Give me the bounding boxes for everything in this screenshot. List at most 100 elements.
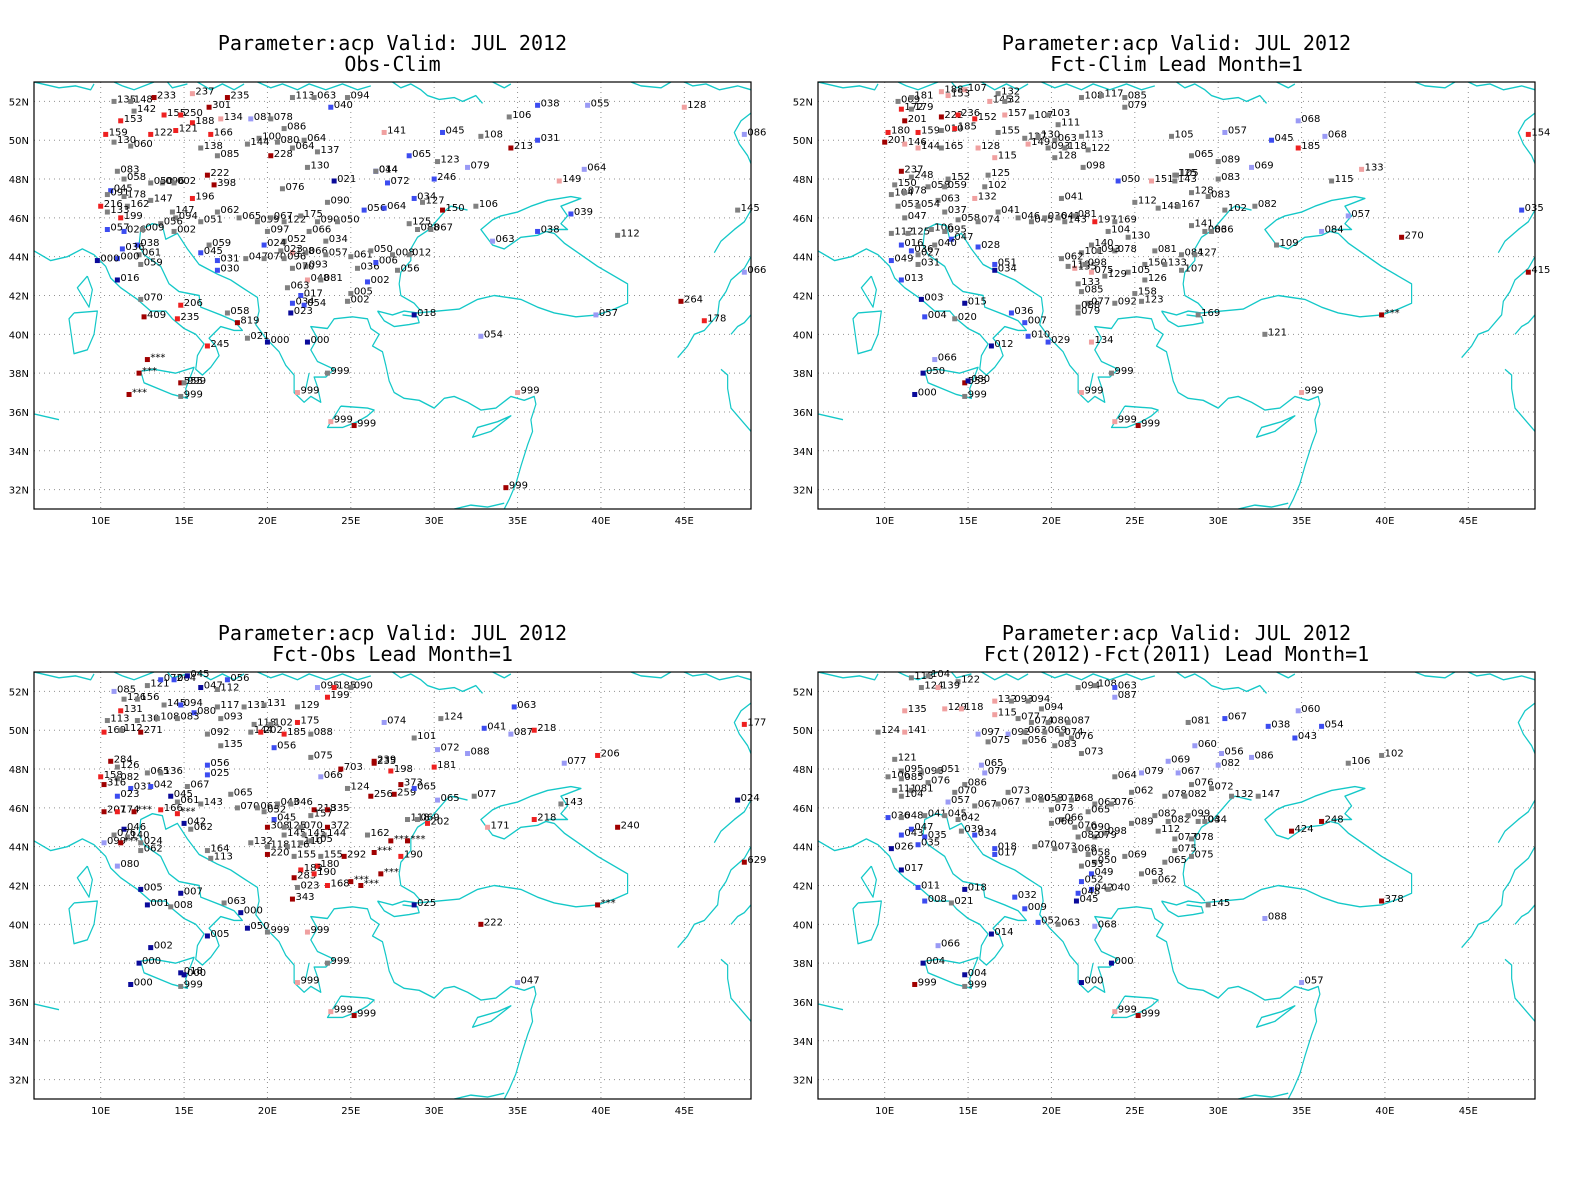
station-marker (368, 793, 374, 799)
station-value-label: 082 (120, 772, 139, 783)
station-marker (364, 279, 370, 285)
station-value-label: 144 (327, 828, 346, 839)
station-value-label: 060 (1198, 739, 1217, 750)
station-value-label: 154 (1531, 127, 1550, 138)
station-marker (148, 180, 154, 186)
station-marker (995, 209, 1001, 215)
station-marker (915, 129, 921, 135)
x-tick-label: 30E (425, 1106, 444, 1117)
station-value-label: 181 (914, 91, 933, 102)
station-value-label: 185 (958, 122, 977, 133)
station-marker (1112, 419, 1118, 425)
station-value-label: 166 (164, 803, 183, 814)
station-marker (898, 168, 904, 174)
station-marker (121, 826, 127, 832)
station-value-label: 067 (978, 799, 997, 810)
station-marker (1148, 178, 1154, 184)
station-marker (1319, 818, 1325, 824)
station-value-label: 090 (354, 681, 373, 692)
station-value-label: 075 (1178, 844, 1197, 855)
station-marker (284, 844, 290, 850)
station-value-label: 130 (140, 714, 159, 725)
station-value-label: 045 (1275, 133, 1294, 144)
station-value-label: *** (124, 836, 139, 847)
station-marker (1058, 256, 1064, 262)
station-value-label: 056 (230, 673, 249, 684)
x-tick-label: 35E (1292, 1106, 1311, 1117)
station-value-label: 081 (914, 783, 933, 794)
station-value-label: 003 (924, 292, 943, 303)
station-value-label: 999 (1118, 415, 1137, 426)
station-value-label: 179 (914, 102, 933, 113)
station-value-label: *** (394, 834, 409, 845)
station-value-label: 233 (157, 91, 176, 102)
station-marker (1088, 339, 1094, 345)
station-marker (1098, 93, 1104, 99)
station-value-label: 060 (134, 139, 153, 150)
station-marker (1055, 797, 1061, 803)
station-marker (1078, 289, 1084, 295)
station-value-label: 178 (127, 190, 146, 201)
station-marker (995, 91, 1001, 97)
station-value-label: 169 (1118, 215, 1137, 226)
station-marker (1105, 228, 1111, 234)
station-marker (1075, 685, 1081, 691)
station-marker (264, 851, 270, 857)
station-value-label: 069 (1128, 849, 1147, 860)
station-marker (289, 250, 295, 256)
station-value-label: 999 (521, 386, 540, 397)
station-marker (908, 675, 914, 681)
station-value-label: 125 (287, 820, 306, 831)
station-value-label: 088 (1081, 300, 1100, 311)
station-value-label: 079 (1098, 830, 1117, 841)
station-marker (985, 739, 991, 745)
station-value-label: 065 (242, 211, 261, 222)
station-marker (1028, 114, 1034, 120)
station-marker (1172, 172, 1178, 178)
station-value-label: 112 (1161, 824, 1180, 835)
station-marker (885, 774, 891, 780)
station-marker (388, 838, 394, 844)
station-value-label: *** (142, 366, 157, 377)
station-marker (958, 706, 964, 712)
station-value-label: 090 (1091, 822, 1110, 833)
station-value-label: 185 (287, 727, 306, 738)
station-value-label: 999 (357, 419, 376, 430)
station-value-label: 087 (1071, 715, 1090, 726)
station-value-label: 023 (120, 789, 139, 800)
station-value-label: 123 (1144, 294, 1163, 305)
station-value-label: 144 (250, 137, 269, 148)
station-marker (174, 316, 180, 322)
station-marker (198, 685, 204, 691)
station-value-label: 124 (444, 712, 463, 723)
station-marker (945, 799, 951, 805)
station-value-label: 129 (1108, 269, 1127, 280)
station-value-label: 054 (921, 199, 940, 210)
station-marker (1125, 269, 1131, 275)
station-marker (962, 393, 968, 399)
station-value-label: 063 (1028, 725, 1047, 736)
station-value-label: 188 (195, 116, 214, 127)
station-value-label: 128 (1058, 151, 1077, 162)
station-value-label: 089 (1221, 155, 1240, 166)
station-marker (1155, 828, 1161, 834)
station-value-label: 024 (267, 238, 286, 249)
station-marker (962, 300, 968, 306)
station-marker (1085, 851, 1091, 857)
station-value-label: 055 (591, 98, 610, 109)
station-value-label: 169 (107, 725, 126, 736)
station-value-label: 052 (267, 805, 286, 816)
station-value-label: 168 (330, 879, 349, 890)
station-value-label: 178 (707, 314, 726, 325)
station-marker (420, 199, 426, 205)
station-marker (168, 904, 174, 910)
station-marker (1078, 95, 1084, 101)
station-marker (945, 93, 951, 99)
station-value-label: 096 (287, 252, 306, 263)
station-value-label: 065 (412, 149, 431, 160)
station-marker (952, 789, 958, 795)
station-marker (952, 316, 958, 322)
station-marker (1088, 242, 1094, 248)
station-marker (281, 731, 287, 737)
station-value-label: 000 (142, 956, 161, 967)
